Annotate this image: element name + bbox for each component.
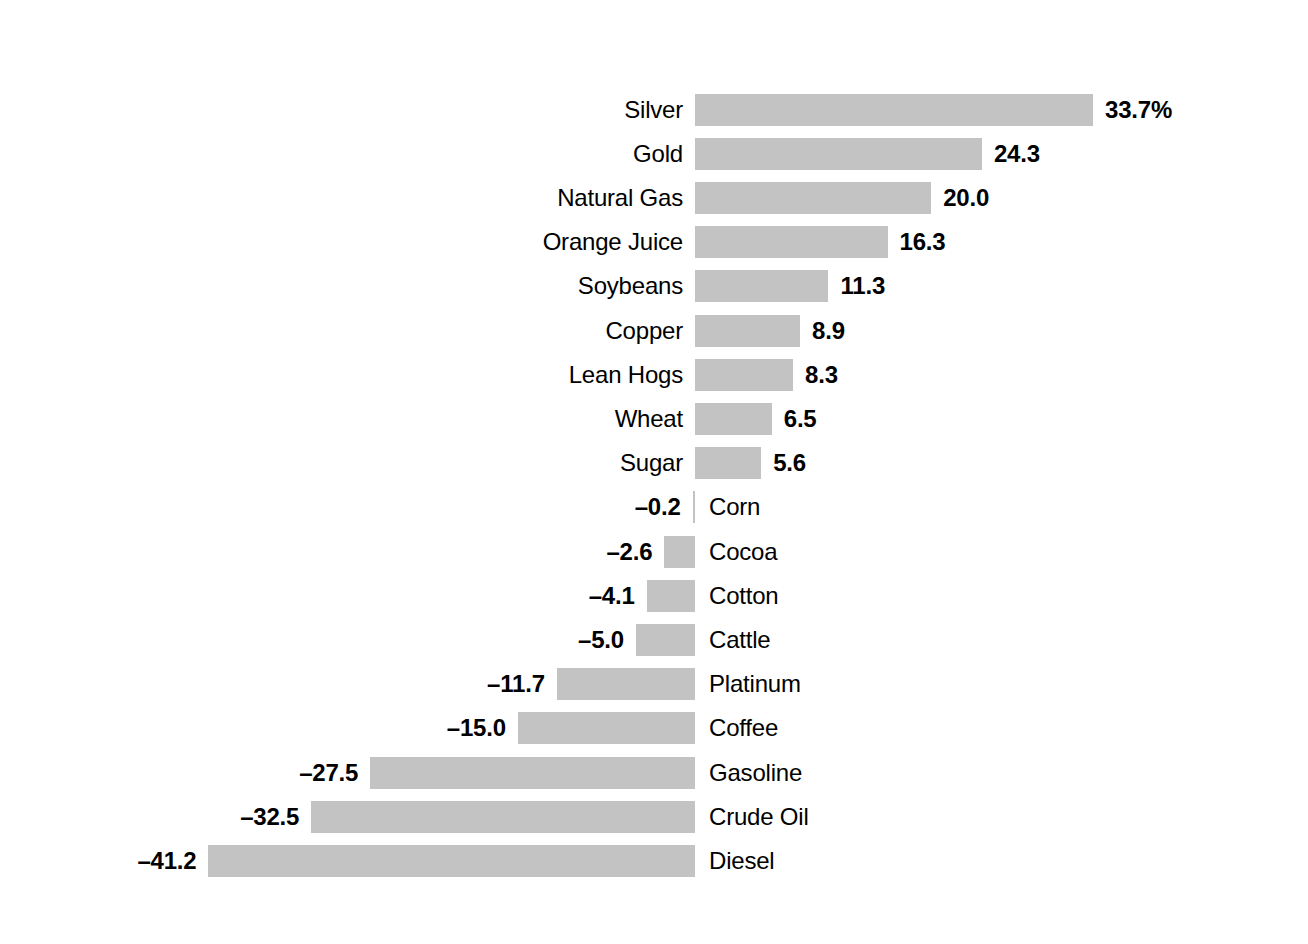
bar-corn: [693, 491, 695, 523]
bar-wheat: [695, 403, 772, 435]
value-label-gold: 24.3: [994, 142, 1040, 166]
value-label-crude-oil: –32.5: [240, 805, 299, 829]
bar-crude-oil: [311, 801, 695, 833]
value-label-coffee: –15.0: [447, 716, 506, 740]
bar-cocoa: [664, 536, 695, 568]
bar-copper: [695, 315, 800, 347]
bar-gasoline: [370, 757, 695, 789]
bar-platinum: [557, 668, 695, 700]
value-label-copper: 8.9: [812, 319, 845, 343]
bar-coffee: [518, 712, 695, 744]
category-label-gold: Gold: [633, 142, 683, 166]
bar-diesel: [208, 845, 695, 877]
value-label-cattle: –5.0: [578, 628, 624, 652]
value-label-cotton: –4.1: [589, 584, 635, 608]
value-label-natural-gas: 20.0: [943, 186, 989, 210]
category-label-orange-juice: Orange Juice: [543, 230, 683, 254]
category-label-wheat: Wheat: [615, 407, 683, 431]
category-label-corn: Corn: [709, 495, 760, 519]
category-label-cotton: Cotton: [709, 584, 779, 608]
bar-cotton: [647, 580, 695, 612]
category-label-sugar: Sugar: [620, 451, 683, 475]
commodity-returns-bar-chart: Silver 33.7% Gold 24.3 Natural Gas 20.0 Orange…: [0, 0, 1308, 944]
bar-cattle: [636, 624, 695, 656]
value-label-gasoline: –27.5: [299, 761, 358, 785]
value-label-corn: –0.2: [635, 495, 681, 519]
category-label-coffee: Coffee: [709, 716, 778, 740]
value-label-orange-juice: 16.3: [900, 230, 946, 254]
bar-natural-gas: [695, 182, 931, 214]
value-label-silver: 33.7%: [1105, 98, 1172, 122]
bar-lean-hogs: [695, 359, 793, 391]
chart-plot-area: Silver 33.7% Gold 24.3 Natural Gas 20.0 Orange…: [0, 0, 1308, 944]
category-label-platinum: Platinum: [709, 672, 801, 696]
bar-gold: [695, 138, 982, 170]
bar-silver: [695, 94, 1093, 126]
bar-soybeans: [695, 270, 828, 302]
value-label-sugar: 5.6: [773, 451, 806, 475]
category-label-diesel: Diesel: [709, 849, 775, 873]
category-label-cocoa: Cocoa: [709, 540, 777, 564]
bar-orange-juice: [695, 226, 888, 258]
category-label-soybeans: Soybeans: [578, 274, 683, 298]
category-label-cattle: Cattle: [709, 628, 771, 652]
category-label-natural-gas: Natural Gas: [557, 186, 683, 210]
bar-sugar: [695, 447, 761, 479]
category-label-gasoline: Gasoline: [709, 761, 802, 785]
category-label-crude-oil: Crude Oil: [709, 805, 809, 829]
value-label-platinum: –11.7: [487, 672, 545, 696]
value-label-soybeans: 11.3: [840, 274, 885, 298]
value-label-diesel: –41.2: [137, 849, 196, 873]
category-label-copper: Copper: [605, 319, 683, 343]
value-label-cocoa: –2.6: [606, 540, 652, 564]
value-label-lean-hogs: 8.3: [805, 363, 838, 387]
category-label-silver: Silver: [624, 98, 683, 122]
category-label-lean-hogs: Lean Hogs: [569, 363, 683, 387]
value-label-wheat: 6.5: [784, 407, 817, 431]
